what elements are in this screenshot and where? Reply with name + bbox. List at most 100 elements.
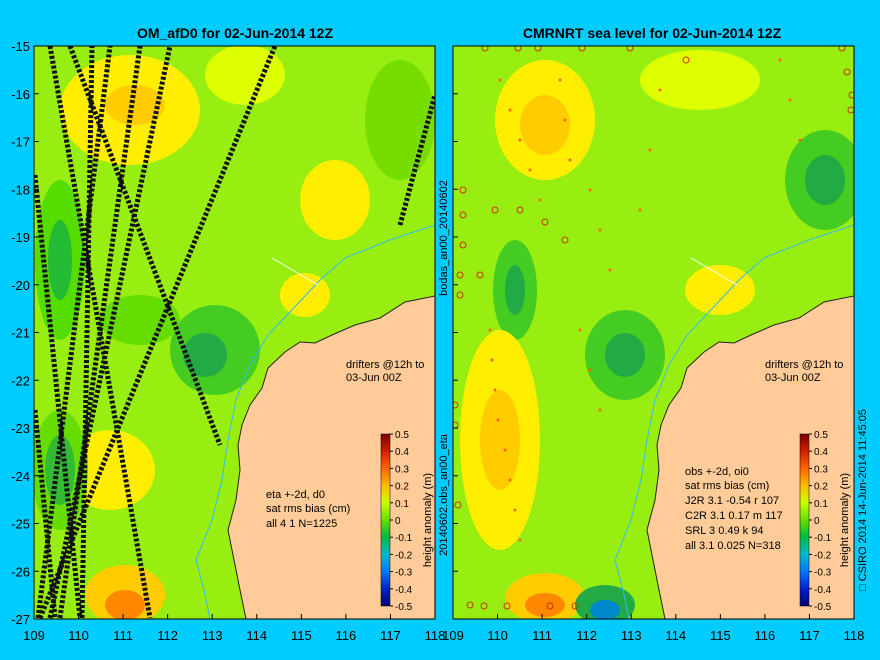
x-tick-label: 117: [380, 628, 401, 643]
colorbar-tick-label: 0.5: [814, 430, 828, 441]
x-tick-label: 115: [291, 628, 312, 643]
left-drifters-line-1: drifters @12h to: [346, 359, 424, 371]
colorbar-tick-label: -0.1: [395, 533, 413, 544]
colorbar-tick-label: 0.1: [814, 499, 828, 510]
colorbar-tick-label: 0.4: [395, 447, 409, 458]
right-stats-line-6: all 3.1 0.025 N=318: [685, 540, 781, 552]
x-tick-label: 117: [799, 628, 820, 643]
colorbar-tick-label: -0.4: [395, 585, 413, 596]
right-anomaly-blobs: [460, 50, 854, 619]
right-title: CMRNRT sea level for 02-Jun-2014 12Z: [523, 25, 782, 41]
x-tick-label: 112: [576, 628, 597, 643]
x-tick-label: 114: [246, 628, 267, 643]
y-tick-label: -20: [11, 278, 30, 293]
right-panel: CMRNRT sea level for 02-Jun-2014 12Z: [438, 25, 869, 643]
x-tick-label: 112: [157, 628, 178, 643]
right-stats-line-4: C2R 3.1 0.17 m 117: [685, 510, 783, 522]
y-tick-label: -23: [11, 421, 30, 436]
right-stats-box: obs +-2d, oi0 sat rms bias (cm) J2R 3.1 …: [685, 466, 783, 552]
colorbar-tick-label: -0.2: [395, 550, 413, 561]
x-tick-label: 114: [665, 628, 686, 643]
left-panel: OM_afD0 for 02-Jun-2014 12Z: [11, 25, 450, 643]
x-tick-label: 110: [487, 628, 508, 643]
left-y-ticks: -15 -16 -17 -18 -19 -20 -21 -22 -23 -24 -25 -26 -27: [11, 39, 39, 627]
colorbar-tick-label: 0.2: [395, 482, 409, 493]
right-obs-dots: [488, 58, 802, 542]
colorbar-tick-label: 0.4: [814, 447, 828, 458]
y-tick-label: -24: [11, 469, 30, 484]
y-tick-label: -19: [11, 230, 30, 245]
colorbar-tick-label: 0.2: [814, 482, 828, 493]
right-stats-line-2: sat rms bias (cm): [685, 480, 769, 492]
left-x-ticks: 109 110 111 112 113 114 115 116 117 118: [23, 614, 445, 643]
x-tick-label: 116: [336, 628, 357, 643]
y-tick-label: -25: [11, 517, 30, 532]
colorbar-tick-label: 0: [395, 516, 401, 527]
colorbar-tick-label: 0.3: [395, 464, 409, 475]
y-tick-label: -18: [11, 182, 30, 197]
left-colorbar-label: height anomaly (m): [422, 473, 434, 567]
colorbar-tick-label: 0.1: [395, 499, 409, 510]
left-track-lines: [34, 46, 435, 619]
y-tick-label: -15: [11, 39, 30, 54]
x-tick-label: 116: [755, 628, 776, 643]
colorbar-tick-label: -0.3: [395, 568, 413, 579]
right-stats-line-3: J2R 3.1 -0.54 r 107: [685, 495, 779, 507]
y-tick-label: -17: [11, 135, 30, 150]
right-track-white: [690, 257, 738, 286]
colorbar-tick-label: -0.5: [395, 602, 413, 613]
x-tick-label: 109: [23, 628, 45, 643]
left-stats-box: eta +-2d, d0 sat rms bias (cm) all 4 1 N…: [266, 489, 350, 530]
left-colorbar-ticks: 0.5 0.4 0.3 0.2 0.1 0 -0.1 -0.2 -0.3 -0.4 -0.5: [390, 430, 413, 613]
right-obs-markers: [453, 46, 854, 610]
colorbar-tick-label: -0.2: [814, 550, 832, 561]
x-tick-label: 110: [68, 628, 89, 643]
credit-label: □ CSIRO 2014 14-Jun-2014 11:45:05: [857, 409, 869, 591]
left-side-label: bodas_an00_20140602: [438, 180, 450, 296]
x-tick-label: 111: [532, 628, 552, 643]
colorbar-tick-label: -0.1: [814, 533, 832, 544]
right-drifters-annotation: drifters @12h to 03-Jun 00Z: [765, 359, 843, 384]
left-stats-line-2: sat rms bias (cm): [266, 503, 350, 515]
right-map: [453, 46, 854, 619]
y-tick-label: -27: [11, 612, 30, 627]
colorbar-tick-label: 0.3: [814, 464, 828, 475]
x-tick-label: 113: [202, 628, 223, 643]
right-x-ticks: 109 110 111 112 113 114 115 116 117 118: [442, 614, 864, 643]
colorbar-tick-label: -0.4: [814, 585, 832, 596]
right-stats-line-1: obs +-2d, oi0: [685, 466, 749, 478]
y-tick-label: -16: [11, 87, 30, 102]
x-tick-label: 118: [844, 628, 865, 643]
left-colorbar: [380, 433, 391, 607]
x-tick-label: 118: [425, 628, 446, 643]
right-stats-line-5: SRL 3 0.49 k 94: [685, 525, 763, 537]
right-colorbar: [799, 433, 810, 607]
right-drifters-line-2: 03-Jun 00Z: [765, 372, 821, 384]
left-stats-line-3: all 4 1 N=1225: [266, 518, 337, 530]
left-title: OM_afD0 for 02-Jun-2014 12Z: [137, 25, 334, 41]
right-drifters-line-1: drifters @12h to: [765, 359, 843, 371]
y-tick-label: -21: [11, 326, 30, 341]
left-drifters-line-2: 03-Jun 00Z: [346, 372, 402, 384]
x-tick-label: 113: [621, 628, 642, 643]
left-stats-line-1: eta +-2d, d0: [266, 489, 325, 501]
colorbar-tick-label: 0.5: [395, 430, 409, 441]
right-side-label: 20140602.obs_an00_eta: [438, 433, 450, 556]
left-track-white: [271, 257, 319, 286]
left-coast-line: [195, 224, 435, 619]
colorbar-tick-label: 0: [814, 516, 820, 527]
x-tick-label: 115: [710, 628, 731, 643]
right-colorbar-label: height anomaly (m): [839, 473, 851, 567]
x-tick-label: 111: [113, 628, 133, 643]
colorbar-tick-label: -0.5: [814, 602, 832, 613]
right-coast-line: [614, 224, 854, 619]
y-tick-label: -22: [11, 373, 30, 388]
right-colorbar-ticks: 0.5 0.4 0.3 0.2 0.1 0 -0.1 -0.2 -0.3 -0.4 -0.5: [809, 430, 832, 613]
colorbar-tick-label: -0.3: [814, 568, 832, 579]
right-y-ticks: [453, 45, 458, 620]
x-tick-label: 109: [442, 628, 464, 643]
left-drifters-annotation: drifters @12h to 03-Jun 00Z: [346, 359, 424, 384]
y-tick-label: -26: [11, 564, 30, 579]
left-map: [34, 46, 435, 619]
